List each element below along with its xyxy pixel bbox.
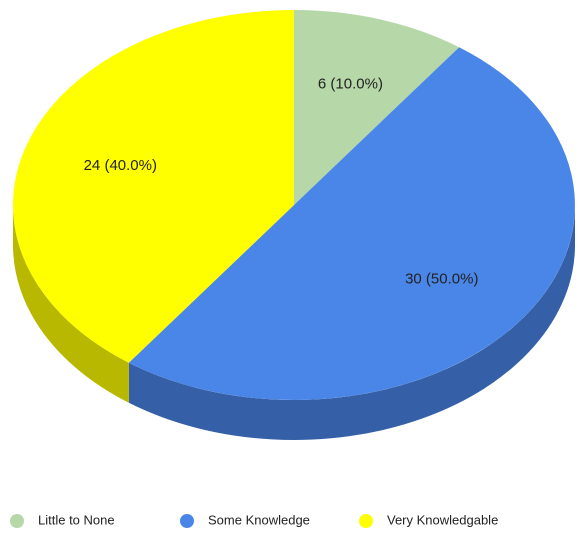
slice bbox=[294, 10, 460, 205]
legend-swatch bbox=[359, 514, 373, 528]
slice bbox=[13, 10, 294, 363]
slice-side bbox=[13, 205, 129, 403]
slice-side bbox=[128, 205, 576, 440]
legend-label: Very Knowledgable bbox=[387, 512, 498, 527]
legend-swatch bbox=[180, 514, 194, 528]
data-label: 6 (10.0%) bbox=[318, 75, 383, 92]
legend-swatch bbox=[10, 514, 24, 528]
slice bbox=[128, 47, 575, 400]
data-label: 24 (40.0%) bbox=[84, 157, 157, 174]
data-label: 30 (50.0%) bbox=[405, 270, 478, 287]
legend-label: Little to None bbox=[38, 512, 115, 527]
legend-label: Some Knowledge bbox=[208, 512, 310, 527]
